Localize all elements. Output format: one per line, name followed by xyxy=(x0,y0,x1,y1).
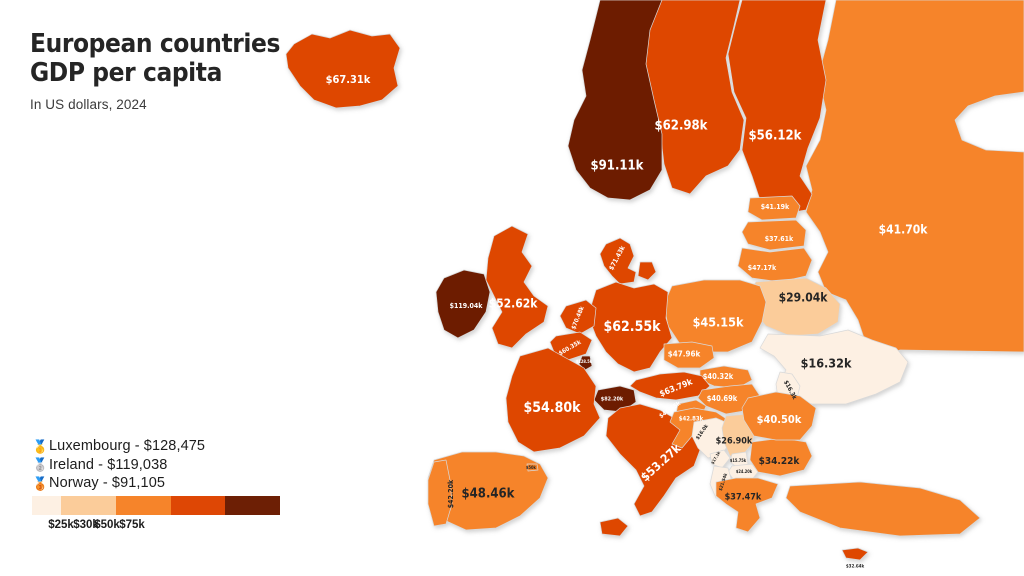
country-united-kingdom[interactable] xyxy=(485,225,549,349)
country-latvia[interactable] xyxy=(741,219,807,251)
country-label-serbia: $26.90k xyxy=(716,437,753,447)
country-label-switzerland: $82.20k xyxy=(601,397,624,403)
country-luxembourg[interactable] xyxy=(578,355,593,371)
country-label-spain: $48.46k xyxy=(462,487,515,502)
scale-tick: $75k xyxy=(119,519,145,531)
country-andorra[interactable] xyxy=(526,463,539,472)
country-estonia[interactable] xyxy=(747,195,801,221)
country-greece[interactable] xyxy=(715,477,779,533)
country-label-lithuania: $47.17k xyxy=(748,264,777,272)
country-label-greece: $37.47k xyxy=(725,493,762,503)
country-label-andorra: $50k xyxy=(526,465,537,470)
country-belgium[interactable] xyxy=(549,331,593,361)
country-montenegro[interactable] xyxy=(709,449,731,469)
country-label-poland: $45.15k xyxy=(693,315,744,330)
country-denmark-island[interactable] xyxy=(637,261,657,281)
country-label-france: $54.80k xyxy=(524,400,582,416)
color-swatch xyxy=(32,496,61,515)
country-label-sweden: $62.98k xyxy=(655,119,708,134)
page-subtitle: In US dollars, 2024 xyxy=(30,97,147,113)
country-label-norway: $91.11k xyxy=(591,159,644,174)
page-title: European countries GDP per capita xyxy=(30,29,281,89)
silver-medal-icon: 🥈 xyxy=(32,457,49,473)
color-swatch xyxy=(225,496,280,515)
country-label-cyprus: $32.64k xyxy=(846,564,865,570)
color-scale-ticks: $25k $30k $50k $75k xyxy=(32,515,280,533)
gold-medal-icon: 🥇 xyxy=(32,438,49,454)
top-three-label: Norway - $91,105 xyxy=(49,475,166,492)
top-three-label: Luxembourg - $128,475 xyxy=(49,438,206,455)
country-romania[interactable] xyxy=(741,391,817,441)
country-shapes xyxy=(285,0,1024,561)
country-czechia[interactable] xyxy=(663,341,715,369)
country-label-belarus: $29.04k xyxy=(779,291,829,305)
scale-tick: $50k xyxy=(94,519,120,531)
color-scale-bar xyxy=(32,496,280,515)
country-label-latvia: $37.61k xyxy=(765,235,794,243)
country-turkey[interactable] xyxy=(785,481,981,537)
country-label-north-macedonia: $24.20k xyxy=(736,469,753,474)
country-label-finland: $56.12k xyxy=(749,129,802,144)
country-label-russia: $41.70k xyxy=(879,223,929,237)
country-label-bulgaria: $34.22k xyxy=(759,456,801,467)
country-label-ireland: $119.04k xyxy=(450,302,484,310)
country-austria[interactable] xyxy=(629,371,711,401)
country-italy-sicily[interactable] xyxy=(599,517,629,537)
scale-tick: $30k xyxy=(73,519,99,531)
country-russia[interactable] xyxy=(805,0,1024,359)
country-label-romania: $40.50k xyxy=(757,413,802,426)
country-netherlands[interactable] xyxy=(559,299,597,335)
country-lithuania[interactable] xyxy=(737,247,813,283)
country-label-kosovo: $15.75k xyxy=(730,458,747,463)
country-label-slovenia: $42.83k xyxy=(679,416,704,423)
country-iceland[interactable] xyxy=(285,29,401,109)
country-france[interactable] xyxy=(505,347,601,453)
country-label-iceland: $67.31k xyxy=(326,73,371,86)
top-three-row: 🥉 Norway - $91,105 xyxy=(32,474,205,493)
country-denmark[interactable] xyxy=(599,237,637,285)
top-three-list: 🥇 Luxembourg - $128,475 🥈 Ireland - $119,03… xyxy=(32,437,205,493)
color-scale-legend: $25k $30k $50k $75k xyxy=(32,496,280,533)
top-three-row: 🥈 Ireland - $119,038 xyxy=(32,456,205,475)
country-norway[interactable] xyxy=(567,0,663,201)
top-three-row: 🥇 Luxembourg - $128,475 xyxy=(32,437,205,456)
country-label-estonia: $41.19k xyxy=(761,203,790,211)
bronze-medal-icon: 🥉 xyxy=(32,475,49,491)
country-label-luxembourg: $128.5k xyxy=(576,359,593,364)
country-label-ukraine: $16.32k xyxy=(801,356,852,371)
color-swatch xyxy=(115,496,171,515)
top-three-label: Ireland - $119,038 xyxy=(49,456,168,473)
country-label-germany: $62.55k xyxy=(604,319,662,335)
country-label-slovakia: $40.32k xyxy=(703,372,734,381)
country-cyprus[interactable] xyxy=(841,547,869,561)
title-block: European countries GDP per capita In US … xyxy=(30,29,360,113)
country-portugal[interactable] xyxy=(427,459,453,527)
country-label-hungary: $40.69k xyxy=(707,394,738,403)
country-label-montenegro: $17.1k xyxy=(710,450,722,465)
color-swatch xyxy=(170,496,226,515)
scale-tick: $25k xyxy=(48,519,74,531)
country-label-czechia: $47.96k xyxy=(668,350,701,359)
country-italy[interactable] xyxy=(605,403,701,517)
country-germany[interactable] xyxy=(587,281,673,373)
country-label-united-kingdom: $52.62k xyxy=(489,297,539,311)
country-value-labels: $67.31k $91.11k $62.98k $56.12k $41.70k $41.1… xyxy=(326,73,929,570)
color-swatch xyxy=(61,496,116,515)
country-label-albania: $21.54k xyxy=(718,472,729,492)
country-label-portugal: $42.20k xyxy=(447,479,455,508)
country-ireland[interactable] xyxy=(435,269,491,339)
